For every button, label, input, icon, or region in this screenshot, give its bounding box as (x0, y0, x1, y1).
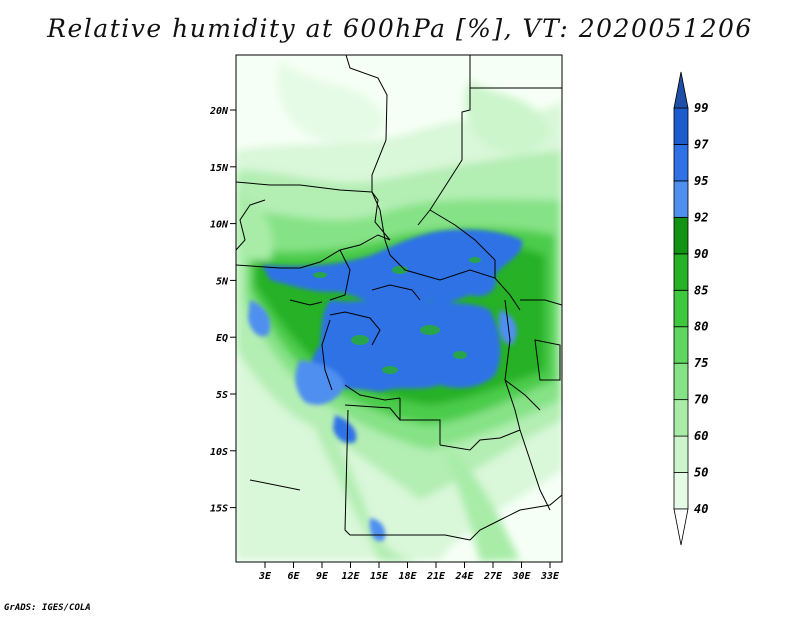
lat-tick-label: EQ (216, 333, 228, 344)
colorbar-bin (673, 362, 689, 401)
lat-tick-label: 10N (210, 220, 229, 231)
lat-tick-label: 5N (216, 276, 229, 287)
colorbar-bin (673, 289, 689, 328)
colorbar-bin (673, 399, 689, 437)
colorbar-bin (673, 435, 689, 473)
colorbar-label: 92 (694, 210, 708, 224)
colorbar-label: 60 (694, 429, 708, 443)
colorbar: 40 50 60 70 75 80 85 90 92 95 97 99 (673, 71, 709, 546)
lat-tick-label: 10S (210, 447, 228, 458)
colorbar-bin (673, 180, 689, 218)
lon-tick-label: 15E (370, 571, 389, 582)
colorbar-label: 50 (694, 466, 708, 480)
lon-tick-label: 18E (398, 571, 417, 582)
colorbar-bin (673, 216, 689, 255)
colorbar-bin (673, 107, 689, 145)
map-frame (235, 54, 563, 563)
lon-tick-label: 21E (426, 571, 446, 582)
colorbar-min-arrow (673, 508, 689, 546)
lon-tick-label: 24E (454, 571, 474, 582)
colorbar-bin (673, 472, 689, 510)
colorbar-label: 40 (694, 502, 708, 516)
colorbar-label: 97 (694, 137, 709, 151)
colorbar-label: 95 (694, 174, 708, 188)
lon-tick-label: 27E (483, 571, 503, 582)
humidity-field (236, 55, 562, 562)
lon-tick-label: 6E (287, 571, 300, 582)
colorbar-bin (673, 144, 689, 182)
lon-tick-label: 30E (511, 571, 531, 582)
latitude-axis: 20N 15N 10N 5N EQ 5S 10S 15S (209, 106, 236, 515)
map-title: Relative humidity at 600hPa [%], VT: 202… (47, 14, 753, 43)
lat-tick-label: 15S (210, 504, 228, 515)
grads-credit: GrADS: IGES/COLA (4, 603, 91, 613)
lon-tick-label: 33E (540, 571, 560, 582)
country-borders (236, 55, 562, 541)
lat-tick-label: 5S (216, 390, 228, 401)
colorbar-label: 70 (694, 393, 708, 407)
lon-tick-label: 3E (258, 571, 272, 582)
lat-tick-label: 20N (209, 106, 229, 117)
colorbar-bin (673, 326, 689, 364)
colorbar-label: 85 (694, 283, 708, 297)
lon-tick-label: 9E (316, 571, 329, 582)
longitude-axis: 3E 6E 9E 12E 15E 18E 21E 24E 27E 30E 33E (258, 562, 560, 582)
lon-tick-label: 12E (341, 571, 360, 582)
colorbar-label: 80 (694, 320, 708, 334)
colorbar-max-arrow (673, 71, 689, 109)
colorbar-label: 99 (694, 101, 708, 115)
colorbar-label: 75 (694, 356, 708, 370)
colorbar-label: 90 (694, 247, 708, 261)
colorbar-bin (673, 253, 689, 291)
lat-tick-label: 15N (210, 163, 229, 174)
